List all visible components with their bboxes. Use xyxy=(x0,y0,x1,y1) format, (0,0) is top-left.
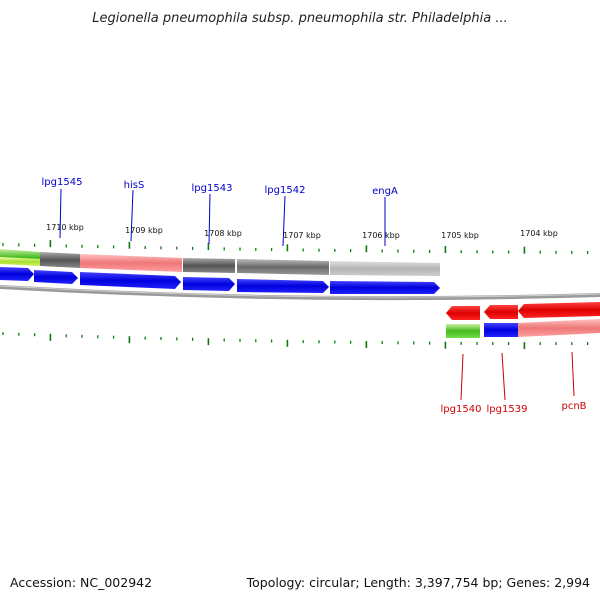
forward-ruler-ticks xyxy=(2,240,589,254)
forward-composition-band xyxy=(0,249,440,276)
leader-line xyxy=(460,353,464,401)
gene-label-engA: engA xyxy=(372,186,398,197)
scale-label: 1710 kbp xyxy=(46,223,84,232)
reverse-ruler-ticks xyxy=(2,332,589,350)
leader-line xyxy=(282,195,286,247)
gene-label-lpg1542: lpg1542 xyxy=(265,185,306,196)
genome-backbone xyxy=(0,285,600,301)
map-title: Legionella pneumophila subsp. pneumophil… xyxy=(92,11,508,26)
gene-label-lpg1543: lpg1543 xyxy=(192,183,233,194)
scale-label: 1707 kbp xyxy=(283,231,321,240)
scale-label: 1705 kbp xyxy=(441,231,479,240)
scale-label: 1704 kbp xyxy=(520,229,558,238)
scale-labels: 1710 kbp 1709 kbp 1708 kbp 1707 kbp 1706… xyxy=(46,223,558,240)
cds-arrow xyxy=(330,281,440,294)
forward-cds-track xyxy=(0,267,440,294)
leader-line xyxy=(571,351,575,397)
reverse-cds-track xyxy=(446,302,600,320)
cds-arrow xyxy=(80,272,181,289)
leader-line xyxy=(59,188,62,239)
cds-arrow xyxy=(183,277,235,291)
gene-label-hisS: hisS xyxy=(124,180,145,191)
accession-text: Accession: NC_002942 xyxy=(10,575,153,590)
scale-label: 1708 kbp xyxy=(204,229,242,238)
gene-label-lpg1540: lpg1540 xyxy=(441,404,482,415)
cds-arrow xyxy=(237,279,329,293)
cds-arrow xyxy=(34,270,78,284)
cds-arrow xyxy=(446,306,480,320)
gene-label-pcnB: pcnB xyxy=(561,401,586,412)
leader-line xyxy=(501,352,506,401)
leader-line xyxy=(130,189,134,242)
genome-summary-text: Topology: circular; Length: 3,397,754 bp… xyxy=(246,575,590,590)
cds-arrow xyxy=(0,267,34,281)
cds-arrow xyxy=(518,302,600,318)
reverse-gene-labels: lpg1540 lpg1539 pcnB xyxy=(441,351,587,415)
scale-label: 1709 kbp xyxy=(125,226,163,235)
scale-label: 1706 kbp xyxy=(362,231,400,240)
gene-label-lpg1545: lpg1545 xyxy=(42,177,83,188)
reverse-composition-band xyxy=(446,319,600,338)
leader-line xyxy=(208,193,211,245)
gene-label-lpg1539: lpg1539 xyxy=(487,404,528,415)
cds-arrow xyxy=(484,305,518,319)
genome-backbone-highlight xyxy=(0,285,600,298)
forward-gene-labels: lpg1545 hisS lpg1543 lpg1542 engA xyxy=(42,177,398,247)
